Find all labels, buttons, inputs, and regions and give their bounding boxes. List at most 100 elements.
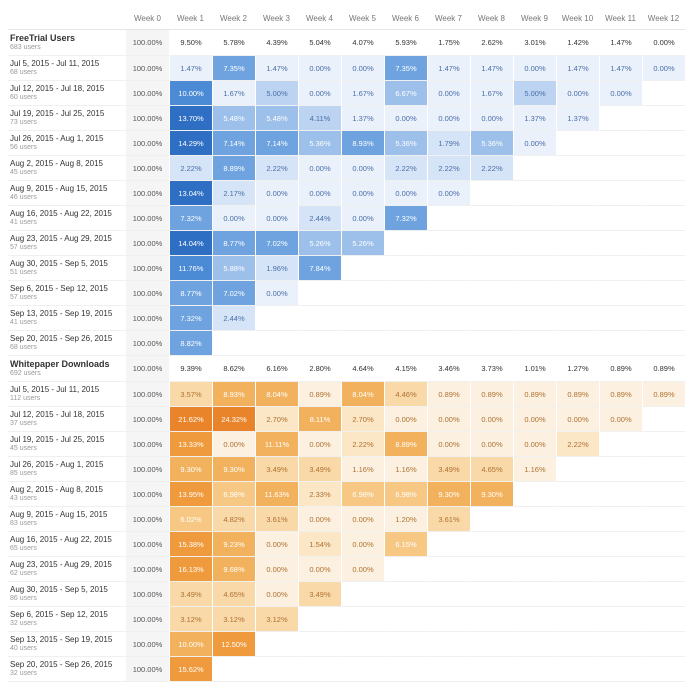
cohort-cell[interactable]: 8.82%	[169, 331, 212, 356]
cohort-cell[interactable]: 7.32%	[169, 306, 212, 331]
cohort-cell[interactable]: 0.00%	[427, 432, 470, 457]
cohort-cell[interactable]: 5.36%	[298, 131, 341, 156]
cohort-cell[interactable]: 2.22%	[427, 156, 470, 181]
cohort-cell[interactable]: 2.70%	[255, 407, 298, 432]
cohort-cell[interactable]: 24.32%	[212, 407, 255, 432]
cohort-cell[interactable]: 15.62%	[169, 657, 212, 682]
cohort-cell[interactable]: 0.00%	[255, 206, 298, 231]
cohort-cell[interactable]: 0.89%	[642, 382, 685, 407]
cohort-cell[interactable]: 0.89%	[556, 382, 599, 407]
cohort-cell[interactable]: 0.00%	[427, 181, 470, 206]
cohort-cell[interactable]: 13.33%	[169, 432, 212, 457]
cohort-cell[interactable]: 0.00%	[556, 407, 599, 432]
cohort-cell[interactable]: 1.16%	[384, 457, 427, 482]
cohort-cell[interactable]: 5.26%	[341, 231, 384, 256]
cohort-cell[interactable]: 0.00%	[470, 432, 513, 457]
cohort-cell[interactable]: 1.37%	[556, 106, 599, 131]
cohort-cell[interactable]: 1.47%	[169, 56, 212, 81]
cohort-cell[interactable]: 2.44%	[212, 306, 255, 331]
cohort-cell[interactable]: 6.98%	[384, 482, 427, 507]
cohort-cell[interactable]: 3.57%	[169, 382, 212, 407]
cohort-cell[interactable]: 7.35%	[384, 56, 427, 81]
cohort-cell[interactable]: 9.30%	[427, 482, 470, 507]
cohort-cell[interactable]: 1.16%	[341, 457, 384, 482]
cohort-cell[interactable]: 2.33%	[298, 482, 341, 507]
cohort-cell[interactable]: 1.47%	[255, 56, 298, 81]
cohort-cell[interactable]: 6.98%	[212, 482, 255, 507]
cohort-cell[interactable]: 0.89%	[427, 382, 470, 407]
cohort-cell[interactable]: 8.77%	[169, 281, 212, 306]
cohort-cell[interactable]: 0.89%	[470, 382, 513, 407]
cohort-cell[interactable]: 4.65%	[212, 582, 255, 607]
cohort-cell[interactable]: 0.00%	[513, 56, 556, 81]
cohort-cell[interactable]: 9.30%	[169, 457, 212, 482]
cohort-cell[interactable]: 3.12%	[169, 607, 212, 632]
cohort-cell[interactable]: 0.00%	[255, 181, 298, 206]
cohort-cell[interactable]: 2.22%	[169, 156, 212, 181]
cohort-cell[interactable]: 0.00%	[384, 106, 427, 131]
cohort-cell[interactable]: 8.93%	[341, 131, 384, 156]
cohort-cell[interactable]: 21.62%	[169, 407, 212, 432]
cohort-cell[interactable]: 2.22%	[255, 156, 298, 181]
cohort-cell[interactable]: 7.84%	[298, 256, 341, 281]
cohort-cell[interactable]: 11.76%	[169, 256, 212, 281]
cohort-cell[interactable]: 0.00%	[341, 56, 384, 81]
cohort-cell[interactable]: 0.89%	[513, 382, 556, 407]
cohort-cell[interactable]: 3.49%	[298, 582, 341, 607]
cohort-cell[interactable]: 1.37%	[341, 106, 384, 131]
cohort-cell[interactable]: 0.00%	[427, 106, 470, 131]
cohort-cell[interactable]: 2.22%	[470, 156, 513, 181]
cohort-cell[interactable]: 1.67%	[341, 81, 384, 106]
cohort-cell[interactable]: 8.89%	[212, 156, 255, 181]
cohort-cell[interactable]: 13.95%	[169, 482, 212, 507]
cohort-cell[interactable]: 0.00%	[513, 407, 556, 432]
cohort-cell[interactable]: 13.04%	[169, 181, 212, 206]
cohort-cell[interactable]: 8.04%	[255, 382, 298, 407]
cohort-cell[interactable]: 7.32%	[169, 206, 212, 231]
cohort-cell[interactable]: 1.16%	[513, 457, 556, 482]
cohort-cell[interactable]: 0.00%	[341, 206, 384, 231]
cohort-cell[interactable]: 5.36%	[470, 131, 513, 156]
cohort-cell[interactable]: 5.26%	[298, 231, 341, 256]
cohort-cell[interactable]: 1.47%	[470, 56, 513, 81]
cohort-cell[interactable]: 1.67%	[212, 81, 255, 106]
cohort-cell[interactable]: 9.23%	[212, 532, 255, 557]
cohort-cell[interactable]: 1.37%	[513, 106, 556, 131]
cohort-cell[interactable]: 9.30%	[212, 457, 255, 482]
cohort-cell[interactable]: 0.00%	[427, 407, 470, 432]
cohort-cell[interactable]: 0.89%	[298, 382, 341, 407]
cohort-cell[interactable]: 1.47%	[427, 56, 470, 81]
cohort-cell[interactable]: 0.00%	[212, 206, 255, 231]
cohort-cell[interactable]: 0.00%	[384, 407, 427, 432]
cohort-cell[interactable]: 11.11%	[255, 432, 298, 457]
cohort-cell[interactable]: 5.00%	[513, 81, 556, 106]
cohort-cell[interactable]: 15.38%	[169, 532, 212, 557]
cohort-cell[interactable]: 0.00%	[513, 131, 556, 156]
cohort-cell[interactable]: 1.47%	[599, 56, 642, 81]
cohort-cell[interactable]: 5.88%	[212, 256, 255, 281]
cohort-cell[interactable]: 0.00%	[298, 557, 341, 582]
cohort-cell[interactable]: 5.48%	[255, 106, 298, 131]
cohort-cell[interactable]: 0.00%	[298, 432, 341, 457]
cohort-cell[interactable]: 8.93%	[212, 382, 255, 407]
cohort-cell[interactable]: 3.12%	[255, 607, 298, 632]
cohort-cell[interactable]: 12.50%	[212, 632, 255, 657]
cohort-cell[interactable]: 0.00%	[298, 181, 341, 206]
cohort-cell[interactable]: 2.70%	[341, 407, 384, 432]
cohort-cell[interactable]: 0.00%	[341, 557, 384, 582]
cohort-cell[interactable]: 1.96%	[255, 256, 298, 281]
cohort-cell[interactable]: 0.00%	[642, 56, 685, 81]
cohort-cell[interactable]: 0.00%	[298, 56, 341, 81]
cohort-cell[interactable]: 9.68%	[212, 557, 255, 582]
cohort-cell[interactable]: 7.14%	[212, 131, 255, 156]
cohort-cell[interactable]: 0.00%	[599, 407, 642, 432]
cohort-cell[interactable]: 2.22%	[341, 432, 384, 457]
cohort-cell[interactable]: 0.00%	[513, 432, 556, 457]
cohort-cell[interactable]: 0.00%	[341, 532, 384, 557]
cohort-cell[interactable]: 2.44%	[298, 206, 341, 231]
cohort-cell[interactable]: 7.02%	[212, 281, 255, 306]
cohort-cell[interactable]: 0.00%	[384, 181, 427, 206]
cohort-cell[interactable]: 1.67%	[470, 81, 513, 106]
cohort-cell[interactable]: 0.00%	[470, 106, 513, 131]
cohort-cell[interactable]: 8.04%	[341, 382, 384, 407]
